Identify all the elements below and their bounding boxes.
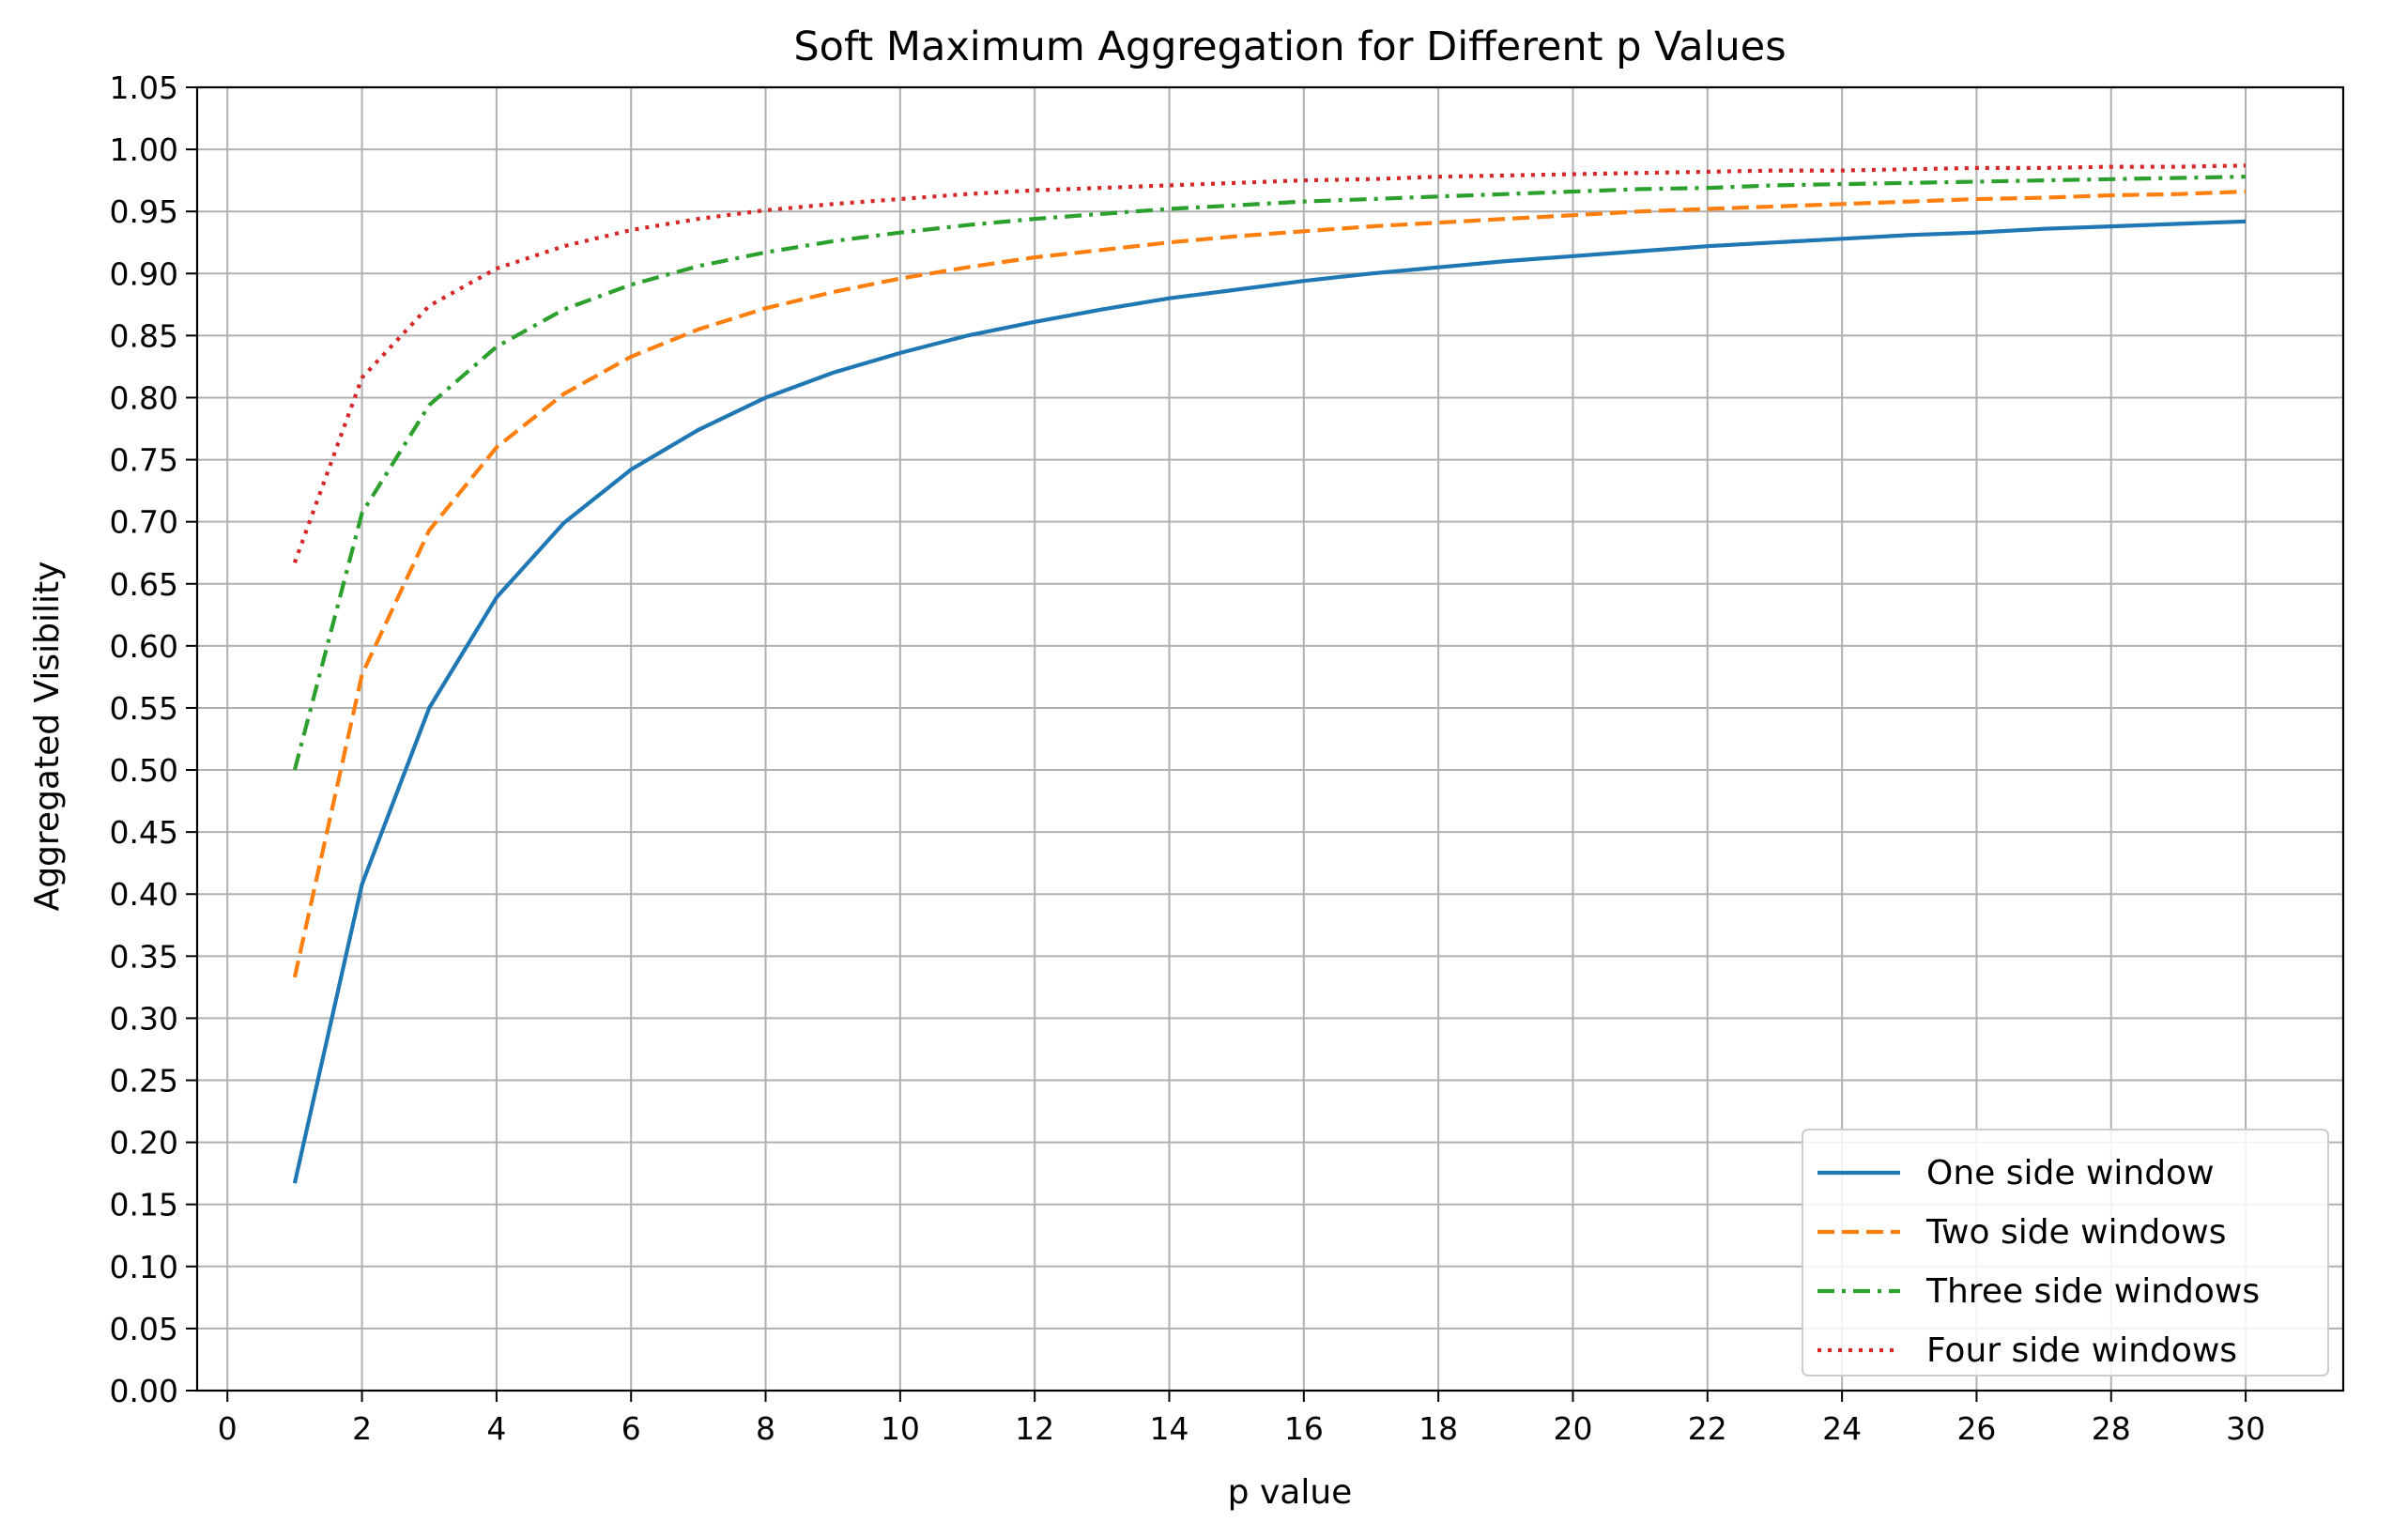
- y-tick-label: 0.15: [110, 1187, 178, 1223]
- x-tick-label: 10: [881, 1410, 920, 1447]
- y-tick-label: 0.10: [110, 1249, 178, 1285]
- y-tick-label: 0.90: [110, 255, 178, 292]
- y-tick-label: 0.30: [110, 1000, 178, 1037]
- y-tick-label: 0.70: [110, 504, 178, 541]
- x-tick-label: 24: [1822, 1410, 1862, 1447]
- series-line-one-side-window: [292, 219, 2247, 1184]
- plot-area-frame: [195, 85, 2345, 1392]
- y-tick-label: 0.00: [110, 1373, 178, 1409]
- y-tick-label: 0.25: [110, 1063, 178, 1100]
- series-line-two-side-windows: [292, 189, 2247, 978]
- y-axis-title: Aggregated Visibility: [28, 561, 67, 912]
- y-tick-label: 0.20: [110, 1125, 178, 1161]
- legend-label: One side window: [1926, 1154, 2215, 1192]
- x-axis-title: p value: [1228, 1473, 1353, 1512]
- x-tick-label: 4: [486, 1410, 506, 1447]
- x-tick-label: 12: [1015, 1410, 1054, 1447]
- axis-ticks: 0 2 4 6 8 10 12 14 16 18 20 22 24 26 28 300.000.050.100…: [110, 69, 2266, 1447]
- x-tick-label: 8: [756, 1410, 775, 1447]
- x-tick-label: 6: [621, 1410, 641, 1447]
- x-tick-label: 28: [2092, 1410, 2131, 1447]
- series-line-three-side-windows: [292, 175, 2247, 771]
- y-tick-label: 0.85: [110, 317, 178, 354]
- x-tick-label: 16: [1284, 1410, 1324, 1447]
- x-tick-label: 20: [1553, 1410, 1592, 1447]
- y-tick-label: 0.05: [110, 1311, 178, 1347]
- y-tick-label: 0.80: [110, 379, 178, 416]
- x-tick-label: 26: [1956, 1410, 1996, 1447]
- y-tick-label: 1.00: [110, 131, 178, 168]
- y-tick-label: 0.40: [110, 876, 178, 913]
- y-tick-label: 1.05: [110, 69, 178, 106]
- x-tick-label: 30: [2226, 1410, 2265, 1447]
- y-tick-label: 0.65: [110, 566, 178, 603]
- x-tick-label: 18: [1419, 1410, 1458, 1447]
- x-tick-label: 0: [218, 1410, 238, 1447]
- legend-label: Three side windows: [1925, 1272, 2260, 1311]
- y-tick-label: 0.35: [110, 938, 178, 975]
- legend-box: [1802, 1129, 2329, 1377]
- y-tick-label: 0.55: [110, 690, 178, 727]
- y-tick-label: 0.75: [110, 442, 178, 479]
- legend-label: Two side windows: [1925, 1213, 2226, 1252]
- chart-title: Soft Maximum Aggregation for Different p…: [793, 23, 1786, 70]
- y-tick-label: 0.45: [110, 814, 178, 851]
- series-lines: [292, 163, 2247, 1184]
- legend: One side window Two side windows Three sid…: [1802, 1129, 2329, 1377]
- legend-label: Four side windows: [1926, 1331, 2237, 1370]
- y-tick-label: 0.60: [110, 628, 178, 665]
- y-tick-label: 0.95: [110, 193, 178, 230]
- y-tick-label: 0.50: [110, 752, 178, 789]
- x-tick-label: 2: [352, 1410, 372, 1447]
- x-tick-label: 14: [1150, 1410, 1189, 1447]
- x-tick-label: 22: [1688, 1410, 1727, 1447]
